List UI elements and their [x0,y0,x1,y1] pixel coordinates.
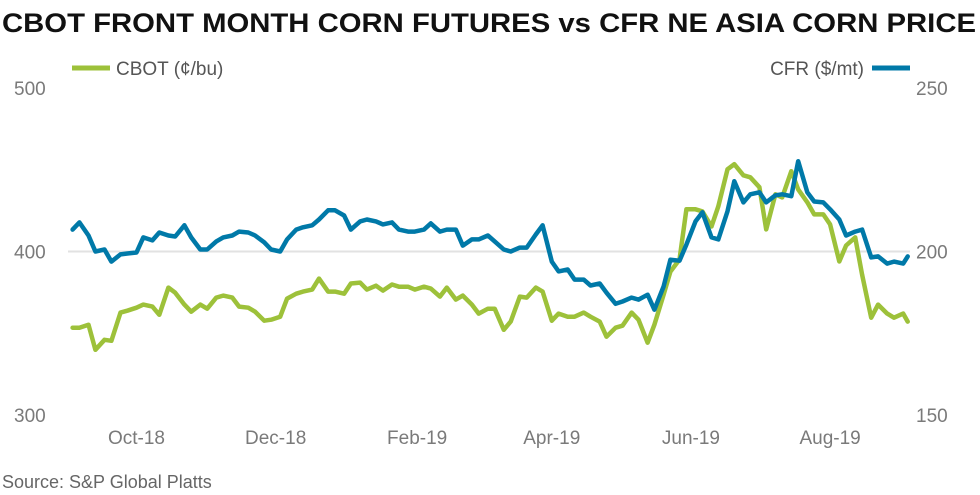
legend: CBOT (¢/bu) CFR ($/mt) [72,59,910,80]
x-tick: Jun-19 [662,428,720,449]
y-left-tick: 400 [14,243,46,264]
y-left-tick: 300 [14,406,46,427]
y-axis-left: 300 400 500 [14,79,46,427]
x-tick: Aug-19 [799,428,860,449]
y-right-tick: 150 [916,406,948,427]
chart-title: CBOT FRONT MONTH CORN FUTURES vs CFR NE … [2,8,976,38]
x-tick: Feb-19 [387,428,447,449]
legend-label-cbot: CBOT (¢/bu) [116,59,223,80]
series-line-cbot [70,161,910,353]
y-right-tick: 200 [916,243,948,264]
x-tick: Apr-19 [523,428,580,449]
y-right-tick: 250 [916,79,948,100]
source-note: Source: S&P Global Platts [2,472,212,492]
y-axis-right: 150 200 250 [916,79,948,427]
x-axis: Oct-18 Dec-18 Feb-19 Apr-19 Jun-19 Aug-1… [108,428,861,449]
series-line-cfr [70,158,910,312]
x-tick: Dec-18 [245,428,306,449]
x-tick: Oct-18 [108,428,165,449]
y-left-tick: 500 [14,79,46,100]
legend-label-cfr: CFR ($/mt) [770,59,864,80]
